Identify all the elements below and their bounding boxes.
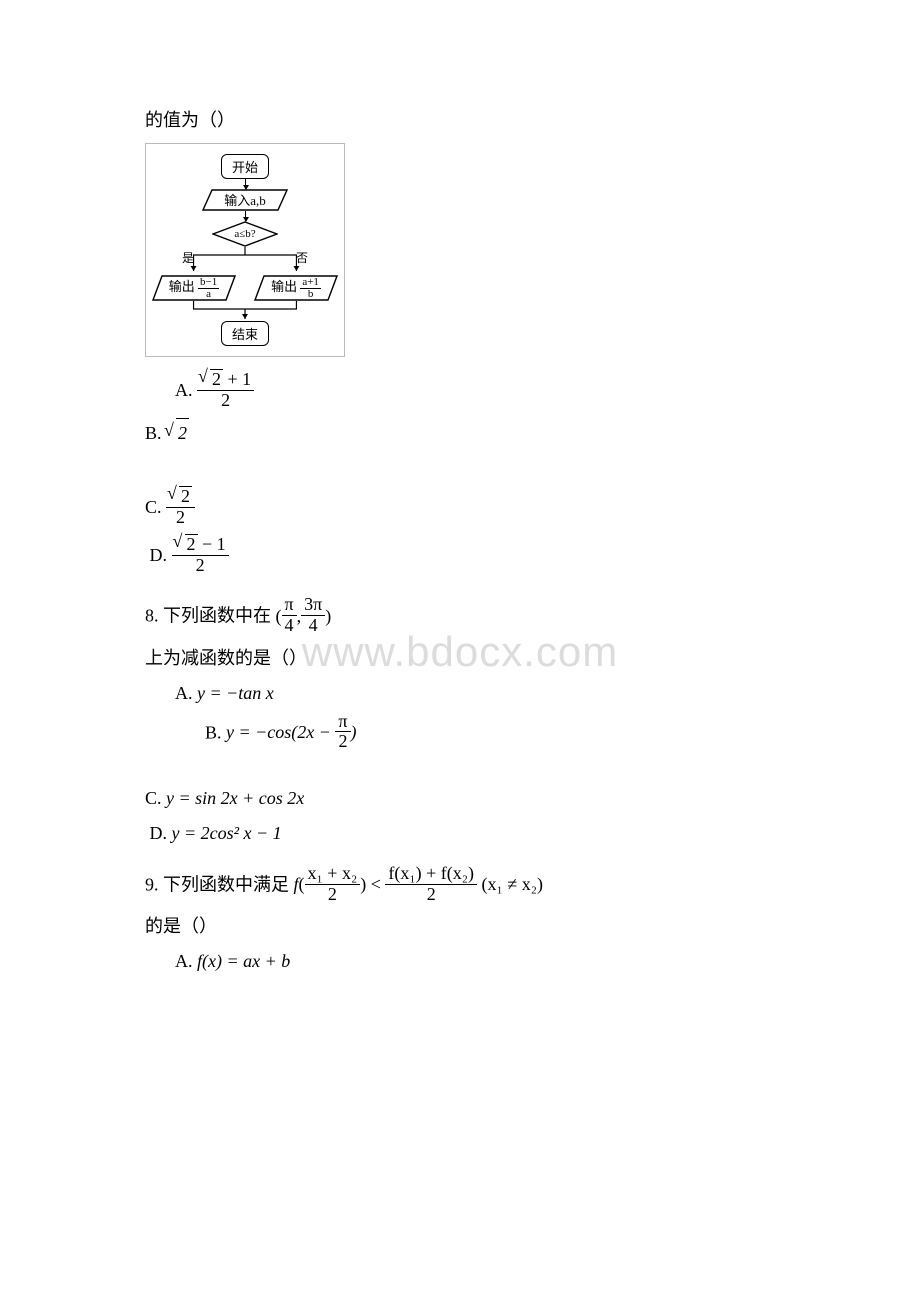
flowchart-merge <box>152 301 338 321</box>
q7a-num-tail: + 1 <box>223 369 251 389</box>
flowchart-output-right-prefix: 输出 <box>271 279 297 294</box>
q8b-num: π <box>335 712 350 733</box>
q8-int-b-den: 4 <box>301 616 325 636</box>
q9-op: < <box>366 874 385 894</box>
q7-option-c: C. 2 2 <box>145 488 860 530</box>
q8-option-c: C. y = sin 2x + cos 2x <box>145 784 860 813</box>
q9-stem-line2: 的是（） <box>145 912 860 941</box>
option-label-d: D. <box>150 545 168 565</box>
q8-int-a-num: π <box>282 595 297 616</box>
q8-option-d: D. y = 2cos² x − 1 <box>145 819 860 848</box>
q8-label-b: B. <box>205 722 222 742</box>
q7c-den: 2 <box>166 508 195 528</box>
q9-option-a: A. f(x) = ax + b <box>145 947 860 976</box>
flowchart-input: 输入a,b <box>202 189 288 211</box>
option-label-a: A. <box>175 380 193 400</box>
flowchart-decision-label: a≤b? <box>234 228 255 240</box>
q9-rhs-num: f(x₁) + f(x₂) <box>385 864 477 885</box>
flowchart-out-right-den: b <box>300 289 321 300</box>
q8d-expr: y = 2cos² x − 1 <box>172 823 282 843</box>
q8-option-a: A. y = −tan x <box>145 679 860 708</box>
flowchart-yes-label: 是 <box>182 249 194 266</box>
q7a-den: 2 <box>197 391 254 411</box>
q8a-expr: y = −tan x <box>197 683 274 703</box>
q8b-prefix: y = −cos(2x − <box>226 722 335 742</box>
q9-cond: (x₁ ≠ x₂) <box>482 874 543 894</box>
q8c-expr: y = sin 2x + cos 2x <box>166 788 304 808</box>
q9-rhs-den: 2 <box>385 885 477 905</box>
q8-stem-line1: 8. 下列函数中在 (π4,3π4) <box>145 597 860 638</box>
flowchart-end: 结束 <box>221 321 269 346</box>
q8-int-b-num: 3π <box>301 595 325 616</box>
q7d-den: 2 <box>172 556 229 576</box>
q8b-suffix: ) <box>351 722 357 742</box>
q9-label-a: A. <box>175 951 193 971</box>
q8-int-a-den: 4 <box>282 616 297 636</box>
q8-label-a: A. <box>175 683 193 703</box>
q9-stem-prefix: 9. 下列函数中满足 <box>145 874 289 894</box>
q9a-expr: f(x) = ax + b <box>197 951 290 971</box>
flowchart-out-left-num: b−1 <box>198 277 219 289</box>
flowchart-no-label: 否 <box>296 249 308 266</box>
flowchart-out-left-den: a <box>198 289 219 300</box>
q7-option-d: D. 2 − 1 2 <box>145 536 860 578</box>
q7c-num-sqrt: 2 <box>179 486 192 507</box>
q8-label-c: C. <box>145 788 162 808</box>
flowchart-output-left-prefix: 输出 <box>169 279 195 294</box>
q8-stem-line2: 上为减函数的是（） <box>145 644 860 673</box>
q9-lhs-den: 2 <box>305 885 361 905</box>
flowchart-arrow <box>245 211 246 221</box>
q7-option-a: A. 2 + 1 2 <box>145 371 860 413</box>
q7d-num-sqrt: 2 <box>185 534 198 555</box>
q8-int-close: ) <box>325 606 331 626</box>
option-label-b: B. <box>145 423 162 443</box>
flowchart-output-right: 输出 a+1b <box>254 275 338 301</box>
q7-option-b: B. 2 <box>145 418 860 448</box>
flowchart-out-right-num: a+1 <box>300 277 321 289</box>
q7-stem-tail: 的值为（） <box>145 106 860 135</box>
q7b-val: 2 <box>176 418 189 448</box>
q9-lhs-num: x₁ + x₂ <box>305 864 361 885</box>
q8-stem-prefix: 8. 下列函数中在 <box>145 606 271 626</box>
q8b-den: 2 <box>335 732 350 752</box>
flowchart-arrow <box>245 179 246 189</box>
option-label-c: C. <box>145 497 162 517</box>
flowchart-start: 开始 <box>221 154 269 179</box>
q7d-num-tail: − 1 <box>198 534 226 554</box>
q7a-num-sqrt: 2 <box>210 369 223 390</box>
flowchart-decision: a≤b? <box>212 221 278 247</box>
q8-option-b: B. y = −cos(2x − π2) <box>145 714 860 755</box>
flowchart-input-label: 输入a,b <box>224 190 266 209</box>
q8-label-d: D. <box>150 823 168 843</box>
flowchart-branch: 是 否 <box>152 247 338 275</box>
q9-stem-line1: 9. 下列函数中满足 f(x₁ + x₂2) < f(x₁) + f(x₂)2 … <box>145 866 860 907</box>
flowchart: 开始 输入a,b a≤b? <box>145 143 345 357</box>
flowchart-output-left: 输出 b−1a <box>152 275 236 301</box>
